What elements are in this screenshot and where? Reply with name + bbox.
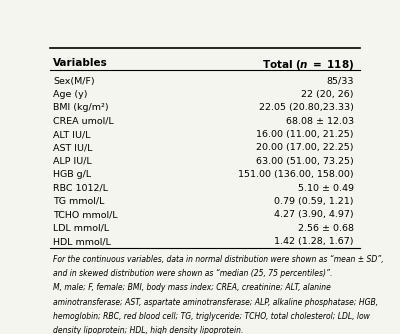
Text: 68.08 ± 12.03: 68.08 ± 12.03 xyxy=(286,117,354,126)
Text: 2.56 ± 0.68: 2.56 ± 0.68 xyxy=(298,224,354,233)
Text: 22.05 (20.80,23.33): 22.05 (20.80,23.33) xyxy=(259,103,354,112)
Text: 151.00 (136.00, 158.00): 151.00 (136.00, 158.00) xyxy=(238,170,354,179)
Text: CREA umol/L: CREA umol/L xyxy=(53,117,114,126)
Text: 0.79 (0.59, 1.21): 0.79 (0.59, 1.21) xyxy=(274,197,354,206)
Text: ALT IU/L: ALT IU/L xyxy=(53,130,90,139)
Text: HGB g/L: HGB g/L xyxy=(53,170,91,179)
Text: aminotransferase; AST, aspartate aminotransferase; ALP, alkaline phosphatase; HG: aminotransferase; AST, aspartate aminotr… xyxy=(53,298,378,307)
Text: 5.10 ± 0.49: 5.10 ± 0.49 xyxy=(298,184,354,193)
Text: $\mathbf{Total\ (}$$\mathbfit{n}$$\mathbf{\ =\ 118)}$: $\mathbf{Total\ (}$$\mathbfit{n}$$\mathb… xyxy=(262,58,354,72)
Text: TG mmol/L: TG mmol/L xyxy=(53,197,104,206)
Text: hemoglobin; RBC, red blood cell; TG, triglyceride; TCHO, total cholesterol; LDL,: hemoglobin; RBC, red blood cell; TG, tri… xyxy=(53,312,370,321)
Text: AST IU/L: AST IU/L xyxy=(53,144,92,152)
Text: 16.00 (11.00, 21.25): 16.00 (11.00, 21.25) xyxy=(256,130,354,139)
Text: RBC 1012/L: RBC 1012/L xyxy=(53,184,108,193)
Text: M, male; F, female; BMI, body mass index; CREA, creatinine; ALT, alanine: M, male; F, female; BMI, body mass index… xyxy=(53,283,331,292)
Text: density lipoprotein; HDL, high density lipoprotein.: density lipoprotein; HDL, high density l… xyxy=(53,326,244,334)
Text: 85/33: 85/33 xyxy=(326,76,354,86)
Text: 4.27 (3.90, 4.97): 4.27 (3.90, 4.97) xyxy=(274,210,354,219)
Text: TCHO mmol/L: TCHO mmol/L xyxy=(53,210,118,219)
Text: 22 (20, 26): 22 (20, 26) xyxy=(301,90,354,99)
Text: ALP IU/L: ALP IU/L xyxy=(53,157,92,166)
Text: For the continuous variables, data in normal distribution were shown as “mean ± : For the continuous variables, data in no… xyxy=(53,255,384,264)
Text: Age (y): Age (y) xyxy=(53,90,88,99)
Text: 1.42 (1.28, 1.67): 1.42 (1.28, 1.67) xyxy=(274,237,354,246)
Text: HDL mmol/L: HDL mmol/L xyxy=(53,237,111,246)
Text: 63.00 (51.00, 73.25): 63.00 (51.00, 73.25) xyxy=(256,157,354,166)
Text: LDL mmol/L: LDL mmol/L xyxy=(53,224,109,233)
Text: Variables: Variables xyxy=(53,58,108,68)
Text: Sex(M/F): Sex(M/F) xyxy=(53,76,95,86)
Text: 20.00 (17.00, 22.25): 20.00 (17.00, 22.25) xyxy=(256,144,354,152)
Text: BMI (kg/m²): BMI (kg/m²) xyxy=(53,103,109,112)
Text: and in skewed distribution were shown as “median (25, 75 percentiles)”.: and in skewed distribution were shown as… xyxy=(53,269,332,278)
